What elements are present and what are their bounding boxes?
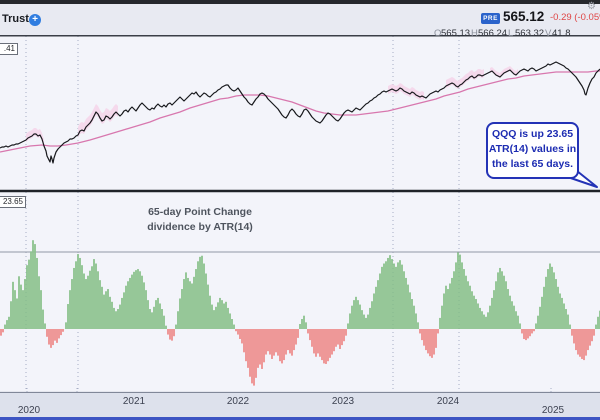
window-top-strip [0, 0, 600, 4]
callout-line2: ATR(14) values in [488, 143, 577, 155]
price-scale-label: .41 [0, 43, 18, 55]
last-price: 565.12 [503, 9, 545, 24]
low-value: 563.32 [515, 28, 545, 39]
compare-add-icon[interactable]: + [29, 14, 41, 26]
indicator-title-line1: 65-day Point Change [148, 206, 252, 218]
year-label: 2025 [541, 405, 565, 416]
indicator-title-line2: dividence by ATR(14) [147, 221, 253, 233]
symbol-name: Trust [2, 13, 29, 25]
year-label: 2024 [436, 396, 460, 407]
year-label: 2020 [17, 405, 41, 416]
time-axis[interactable]: 2020 2021 2022 2023 2024 2025 [0, 393, 600, 418]
low-label: L [508, 28, 514, 39]
callout-line1: QQQ is up 23.65 [491, 128, 574, 140]
year-label: 2023 [331, 396, 355, 407]
indicator-title: 65-day Point Change dividence by ATR(14) [110, 205, 290, 235]
chart-header: Trust + PRE 565.12 -0.29 (-0.05%) O 565.… [0, 4, 600, 39]
window-bottom-edge [0, 417, 600, 420]
open-label: O [434, 28, 442, 39]
settings-gear-icon[interactable]: ⚙ [587, 1, 596, 12]
volume-value: 41.8 [552, 28, 571, 39]
high-value: 566.24 [478, 28, 508, 39]
premarket-badge: PRE [481, 13, 500, 24]
year-label: 2021 [122, 396, 146, 407]
volume-label: V [545, 28, 552, 39]
price-change: -0.29 (-0.05%) [550, 12, 600, 23]
year-label: 2022 [226, 396, 250, 407]
annotation-callout[interactable]: QQQ is up 23.65 ATR(14) values in the la… [486, 122, 579, 179]
open-value: 565.13 [441, 28, 471, 39]
indicator-value-label: 23.65 [0, 196, 26, 208]
callout-line3: the last 65 days. [491, 158, 574, 170]
high-label: H [471, 28, 478, 39]
